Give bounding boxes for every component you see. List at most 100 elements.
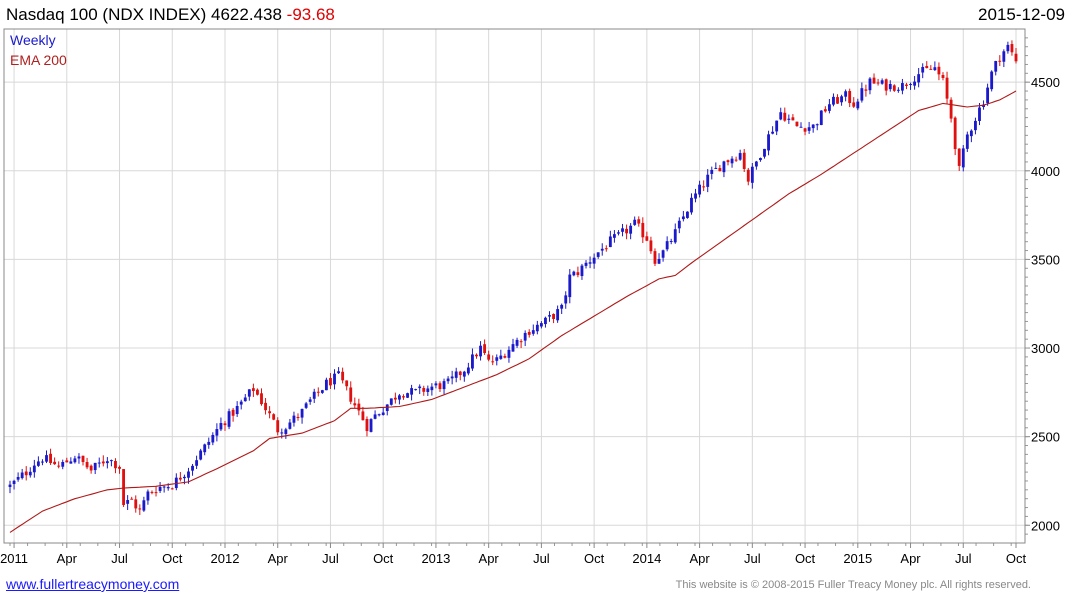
- candle-body: [466, 367, 470, 374]
- x-axis-labels: 2011 Apr Jul Oct 2012 Apr Jul Oct 2013 Apr Jul Oct 2…: [0, 551, 1026, 566]
- candle-body: [539, 323, 543, 327]
- candle-body: [637, 219, 641, 224]
- candle-body: [247, 389, 251, 397]
- candle-body: [827, 104, 831, 111]
- candle-body: [20, 472, 24, 479]
- candle-body: [422, 387, 426, 392]
- candle-body: [600, 248, 604, 251]
- candle-body: [170, 488, 174, 490]
- candle-body: [677, 220, 681, 229]
- candle-body: [710, 169, 714, 174]
- candle-body: [884, 79, 888, 91]
- x-tick-label: Oct: [584, 551, 605, 566]
- candle-body: [588, 262, 592, 264]
- candle-body: [844, 91, 848, 97]
- candle-body: [446, 378, 450, 382]
- x-tick-label: Oct: [1006, 551, 1027, 566]
- candle-body: [791, 117, 795, 121]
- candle-body: [669, 240, 673, 242]
- x-tick-label: Jul: [744, 551, 761, 566]
- chart-date: 2015-12-09: [978, 5, 1065, 24]
- candle-body: [860, 88, 864, 101]
- candle-body: [28, 471, 32, 476]
- candle-body: [929, 68, 933, 70]
- candle-body: [373, 414, 377, 419]
- candle-body: [572, 271, 576, 276]
- candle-body: [65, 460, 69, 463]
- chart-title-text: Nasdaq 100 (NDX INDEX) 4622.438: [6, 5, 282, 24]
- candle-body: [89, 465, 93, 471]
- candle-body: [771, 131, 775, 134]
- candle-body: [945, 77, 949, 99]
- x-tick-label: 2012: [211, 551, 240, 566]
- candle-body: [957, 148, 961, 166]
- candle-body: [608, 236, 612, 248]
- candle-body: [694, 193, 697, 199]
- candle-body: [239, 401, 243, 405]
- candle-body: [617, 232, 620, 234]
- candle-body: [268, 411, 272, 414]
- candle-body: [503, 356, 507, 358]
- candle-body: [690, 197, 693, 213]
- candle-body: [746, 169, 750, 182]
- y-tick-label: 3500: [1031, 252, 1060, 267]
- candle-body: [990, 71, 994, 90]
- candle-body: [978, 107, 981, 121]
- candle-body: [57, 465, 61, 467]
- x-tick-label: 2014: [632, 551, 661, 566]
- candle-body: [195, 460, 199, 466]
- candle-body: [726, 160, 730, 163]
- candle-body: [836, 97, 839, 104]
- candle-body: [495, 357, 499, 361]
- candle-body: [1006, 44, 1010, 52]
- candle-body: [280, 432, 284, 434]
- candle-body: [77, 456, 81, 459]
- x-tick-label: Apr: [479, 551, 500, 566]
- candle-body: [203, 444, 207, 453]
- candle-body: [345, 380, 349, 387]
- candle-body: [556, 309, 560, 321]
- y-tick-label: 2500: [1031, 430, 1060, 445]
- candle-body: [706, 174, 710, 187]
- candle-body: [653, 251, 657, 264]
- candle-body: [36, 461, 40, 466]
- candle-body: [848, 90, 852, 104]
- x-tick-label: Oct: [795, 551, 816, 566]
- candle-body: [702, 186, 706, 188]
- candle-body: [243, 397, 247, 402]
- candle-body: [105, 461, 109, 464]
- candle-body: [438, 383, 442, 390]
- candle-body: [515, 339, 519, 346]
- candle-body: [272, 414, 276, 420]
- candle-body: [592, 257, 596, 264]
- candle-body: [130, 498, 134, 500]
- candle-body: [369, 419, 373, 432]
- candle-body: [905, 84, 908, 86]
- candle-body: [560, 304, 564, 309]
- candle-body: [118, 466, 121, 469]
- candle-body: [251, 388, 255, 392]
- candle-body: [85, 461, 89, 468]
- ema-200-line: [9, 90, 1017, 533]
- candle-body: [596, 252, 600, 257]
- candle-body: [568, 274, 572, 298]
- footer-link[interactable]: www.fullertreacymoney.com: [6, 576, 180, 592]
- candle-body: [292, 415, 296, 423]
- candle-body: [32, 465, 36, 473]
- candle-body: [775, 120, 779, 132]
- candle-body: [783, 112, 787, 121]
- y-tick-label: 3000: [1031, 341, 1060, 356]
- candle-body: [154, 492, 158, 494]
- candle-body: [276, 420, 280, 433]
- candle-body: [499, 355, 503, 359]
- candle-body: [548, 315, 551, 317]
- candle-body: [734, 159, 738, 161]
- candle-body: [162, 486, 166, 488]
- candle-body: [304, 403, 308, 408]
- grid-lines: [4, 29, 1030, 548]
- candle-body: [633, 219, 637, 225]
- candle-body: [353, 403, 357, 406]
- candle-body: [406, 393, 409, 398]
- candle-body: [483, 344, 487, 354]
- candle-body: [227, 411, 231, 427]
